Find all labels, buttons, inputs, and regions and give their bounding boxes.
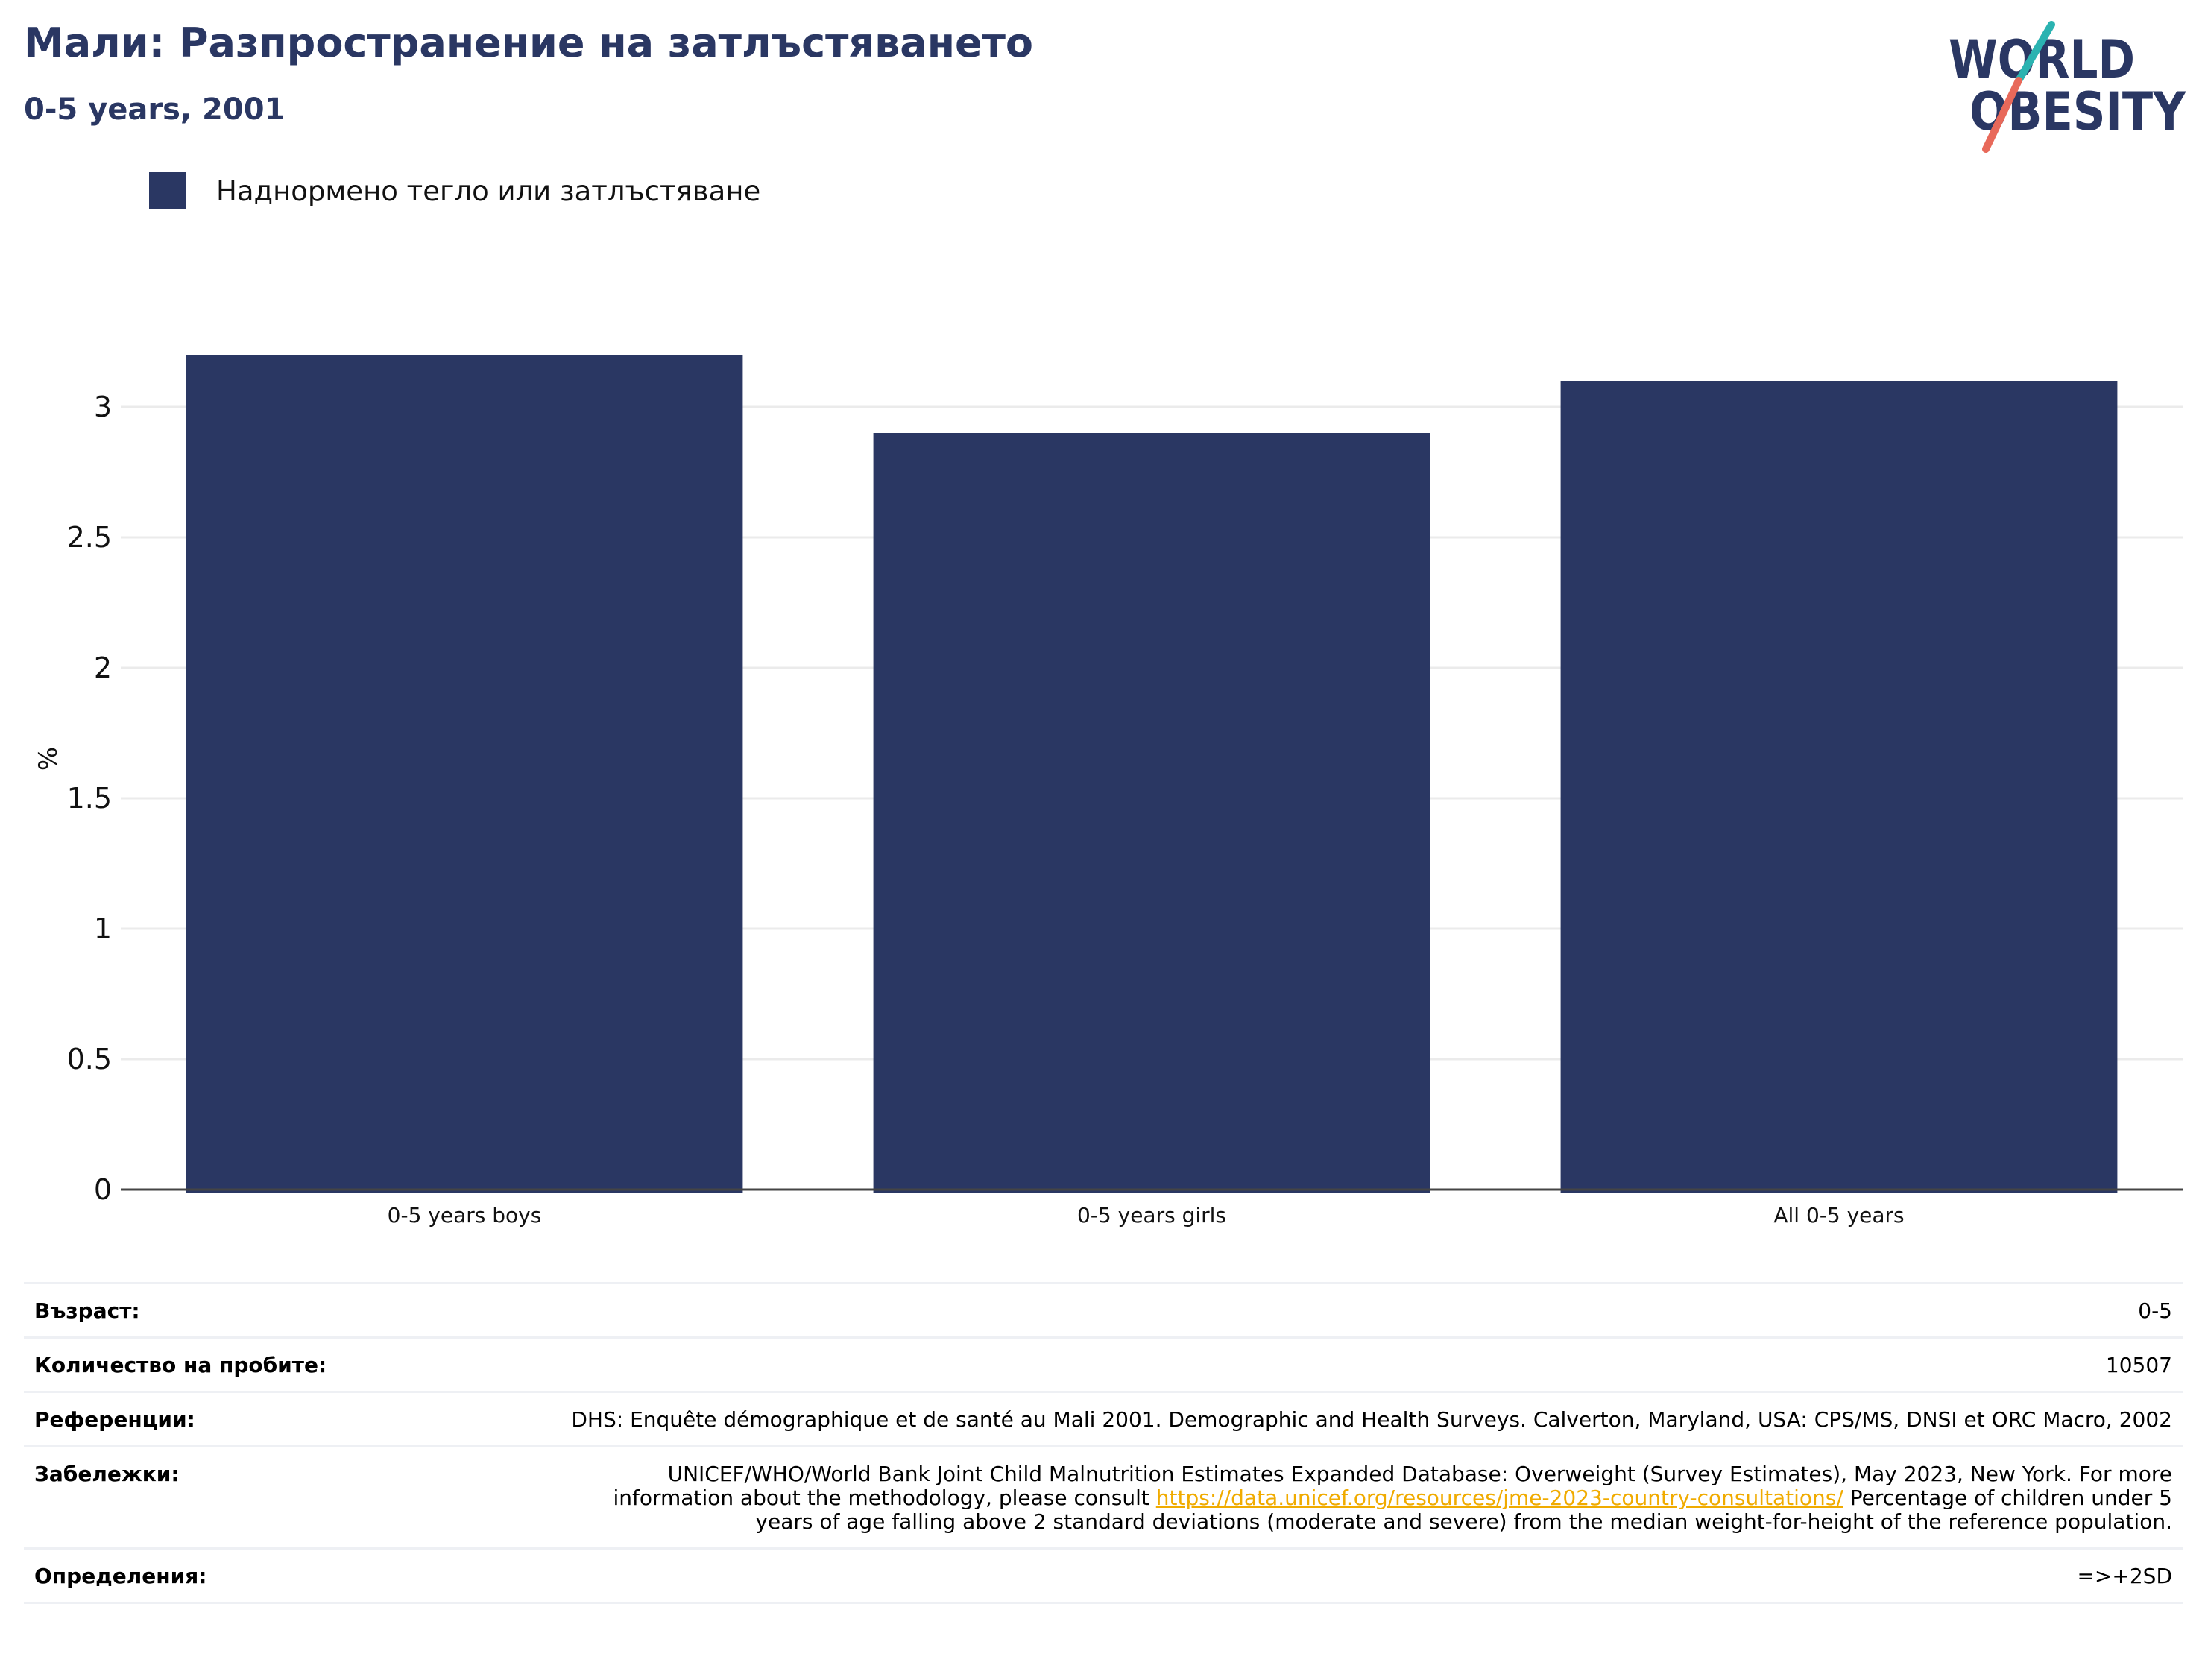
info-value-definitions: =>+2SD (2077, 1564, 2172, 1588)
info-value-age: 0-5 (2138, 1298, 2172, 1323)
y-tick-label: 1 (94, 912, 112, 945)
y-tick-labels: 0 0.5 1 1.5 2 2.5 3 (67, 391, 112, 1206)
x-tick-labels: 0-5 years boys 0-5 years girls All 0-5 yea… (388, 1203, 1905, 1228)
info-label-notes: Забележки: (34, 1462, 180, 1486)
bar-chart: 0 0.5 1 1.5 2 2.5 3 0-5 years boys 0-5 years gi… (34, 355, 2183, 1228)
legend-swatch[interactable] (149, 172, 186, 209)
x-tick-label: 0-5 years boys (388, 1203, 542, 1228)
chart-legend: Наднормено тегло или затлъстяване (149, 170, 760, 212)
bar[interactable] (186, 355, 743, 1193)
notes-text-after: Percentage of children under 5 years of … (755, 1485, 2172, 1534)
info-value-sample-size: 10507 (2105, 1353, 2172, 1377)
info-row-age: Възраст: 0-5 (24, 1284, 2183, 1339)
info-label-references: Референции: (34, 1407, 195, 1432)
info-row-sample-size: Количество на пробите: 10507 (24, 1339, 2183, 1393)
bars (186, 355, 2118, 1193)
info-row-notes: Забележки: UNICEF/WHO/World Bank Joint C… (24, 1447, 2183, 1550)
y-axis-label: % (34, 747, 63, 771)
logo-slash-top (2015, 21, 2055, 84)
y-tick-label: 0.5 (67, 1043, 112, 1076)
info-value-notes: UNICEF/WHO/World Bank Joint Child Malnut… (562, 1462, 2173, 1534)
bar[interactable] (1560, 381, 2118, 1193)
bar[interactable] (873, 433, 1430, 1193)
y-tick-label: 2.5 (67, 521, 112, 554)
world-obesity-logo[interactable]: WORLD OBESITY (1938, 21, 2192, 155)
logo-slash-bottom (1982, 77, 2022, 153)
info-label-sample-size: Количество на пробите: (34, 1353, 327, 1377)
info-value-references: DHS: Enquête démographique et de santé a… (571, 1407, 2172, 1432)
info-row-references: Референции: DHS: Enquête démographique e… (24, 1393, 2183, 1447)
chart-subtitle: 0-5 years, 2001 (24, 92, 286, 127)
info-label-age: Възраст: (34, 1298, 140, 1323)
y-tick-label: 0 (94, 1173, 112, 1206)
info-label-definitions: Определения: (34, 1564, 207, 1588)
info-table: Възраст: 0-5 Количество на пробите: 1050… (24, 1282, 2183, 1604)
methodology-link[interactable]: https://data.unicef.org/resources/jme-20… (1155, 1485, 1843, 1510)
x-tick-label: 0-5 years girls (1077, 1203, 1226, 1228)
y-tick-label: 3 (94, 391, 112, 423)
y-tick-label: 2 (94, 651, 112, 684)
y-tick-label: 1.5 (67, 782, 112, 815)
legend-label[interactable]: Наднормено тегло или затлъстяване (216, 174, 761, 207)
x-tick-label: All 0-5 years (1773, 1203, 1904, 1228)
notes-text-before: UNICEF/WHO/World Bank Joint Child Malnut… (613, 1462, 2173, 1510)
chart-title: Мали: Разпространение на затлъстяването (24, 19, 1034, 66)
info-row-definitions: Определения: =>+2SD (24, 1550, 2183, 1604)
